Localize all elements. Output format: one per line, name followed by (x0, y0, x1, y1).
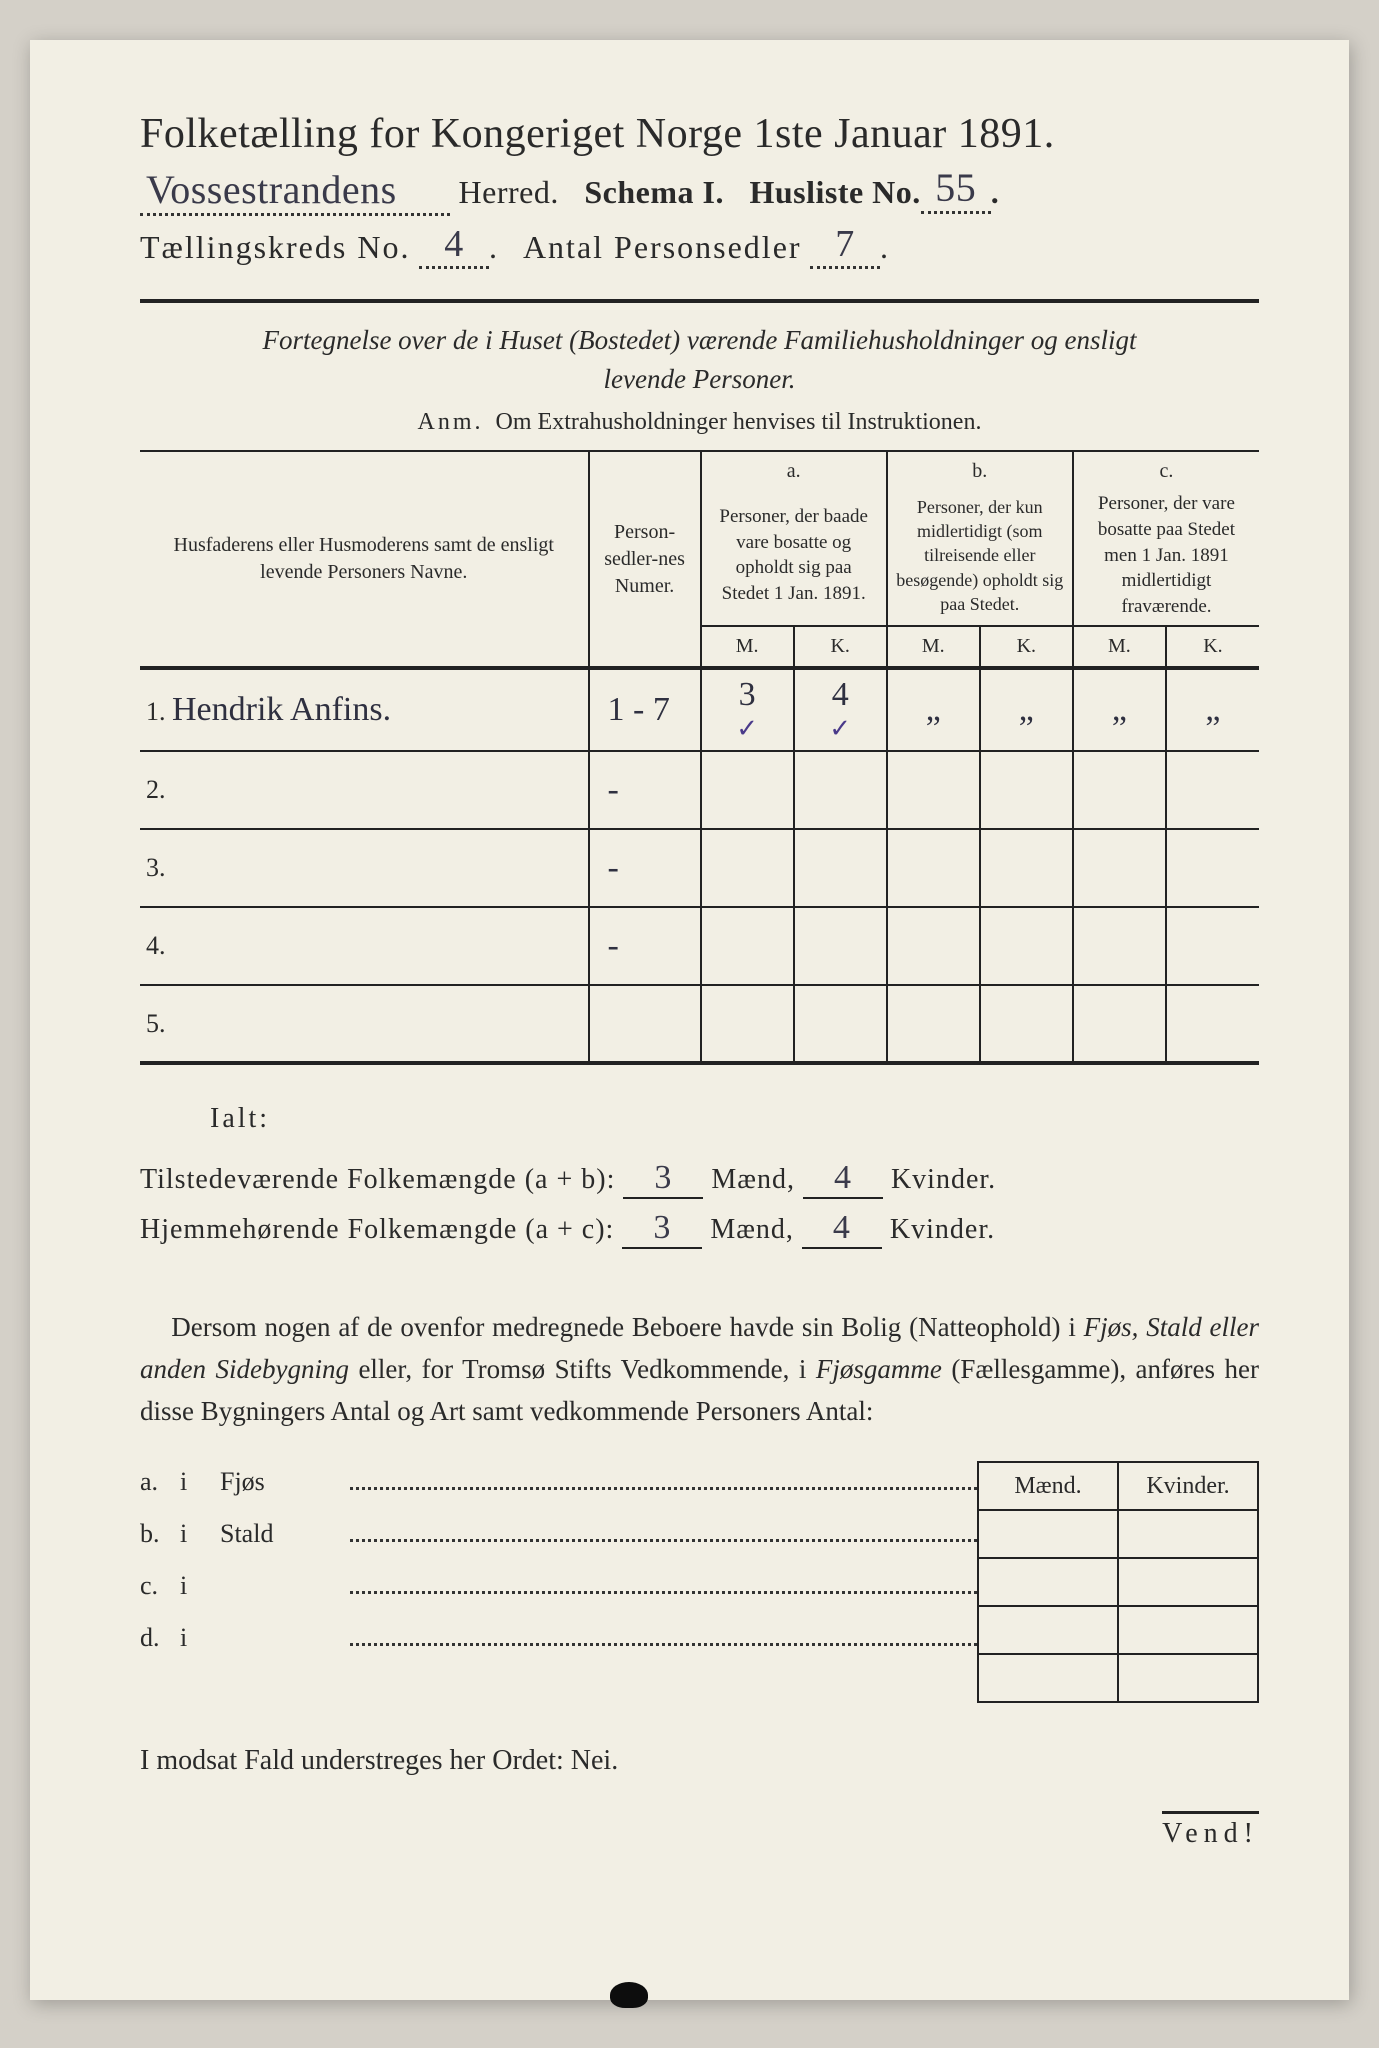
herred-handwritten: Vossestrandens (146, 166, 397, 213)
schema-label: Schema I. (584, 174, 724, 210)
page-title: Folketælling for Kongeriget Norge 1ste J… (140, 110, 1259, 158)
nei-line: I modsat Fald understreges her Ordet: Ne… (140, 1745, 1259, 1777)
divider-top (140, 299, 1259, 303)
census-form-sheet: Folketælling for Kongeriget Norge 1ste J… (30, 40, 1349, 2000)
mini-head-k: Kvinder. (1118, 1462, 1258, 1510)
totals-row-present: Tilstedeværende Folkemængde (a + b): 3 M… (140, 1159, 1259, 1199)
header-line-3: Tællingskreds No. 4. Antal Personsedler … (140, 224, 1259, 271)
husliste-label: Husliste No. (749, 174, 920, 210)
antal-val: 7 (835, 222, 855, 266)
col-head-c-top: c. (1073, 451, 1259, 485)
col-head-num: Person-sedler-nes Numer. (589, 451, 701, 668)
mini-head-m: Mænd. (978, 1462, 1118, 1510)
totals-block: Ialt: Tilstedeværende Folkemængde (a + b… (140, 1103, 1259, 1249)
outbuilding-block: a.iFjøsb.iStaldc.id.i Mænd. Kvinder. (140, 1461, 1259, 1703)
col-head-c: Personer, der vare bosatte paa Stedet me… (1073, 485, 1259, 626)
antal-label: Antal Personsedler (523, 229, 802, 265)
outbuilding-mk-table: Mænd. Kvinder. (977, 1461, 1259, 1703)
anm-note: Anm. Om Extrahusholdninger henvises til … (140, 409, 1259, 436)
col-head-a-top: a. (701, 451, 887, 485)
subheading: Fortegnelse over de i Huset (Bostedet) v… (140, 321, 1259, 399)
outbuilding-row: c.i (140, 1565, 977, 1617)
herred-label: Herred. (459, 174, 559, 210)
outbuilding-row: b.iStald (140, 1513, 977, 1565)
col-head-b: Personer, der kun midlertidigt (som tilr… (887, 485, 1073, 626)
household-name: Hendrik Anfins. (172, 691, 391, 728)
table-row: 2. - (140, 751, 1259, 829)
table-row: 1. Hendrik Anfins.1 - 73✓4✓„„„„ (140, 668, 1259, 751)
outbuilding-paragraph: Dersom nogen af de ovenfor medregnede Be… (140, 1307, 1259, 1433)
kreds-label: Tællingskreds No. (140, 229, 410, 265)
col-head-a: Personer, der baade vare bosatte og opho… (701, 485, 887, 626)
table-row: 4. - (140, 907, 1259, 985)
col-head-names: Husfaderens eller Husmoderens samt de en… (140, 451, 589, 668)
husliste-no: 55 (935, 164, 976, 211)
table-row: 5. (140, 985, 1259, 1063)
paper-tear (610, 1982, 648, 2008)
household-table: Husfaderens eller Husmoderens samt de en… (140, 450, 1259, 1065)
vend-label: Vend! (1162, 1811, 1259, 1850)
outbuilding-row: d.i (140, 1617, 977, 1669)
kreds-no: 4 (444, 222, 464, 266)
table-row: 3. - (140, 829, 1259, 907)
totals-row-resident: Hjemmehørende Folkemængde (a + c): 3 Mæn… (140, 1209, 1259, 1249)
ialt-label: Ialt: (210, 1103, 270, 1135)
col-head-b-top: b. (887, 451, 1073, 485)
header-line-2: Vossestrandens Herred. Schema I. Huslist… (140, 166, 1259, 216)
outbuilding-row: a.iFjøs (140, 1461, 977, 1513)
